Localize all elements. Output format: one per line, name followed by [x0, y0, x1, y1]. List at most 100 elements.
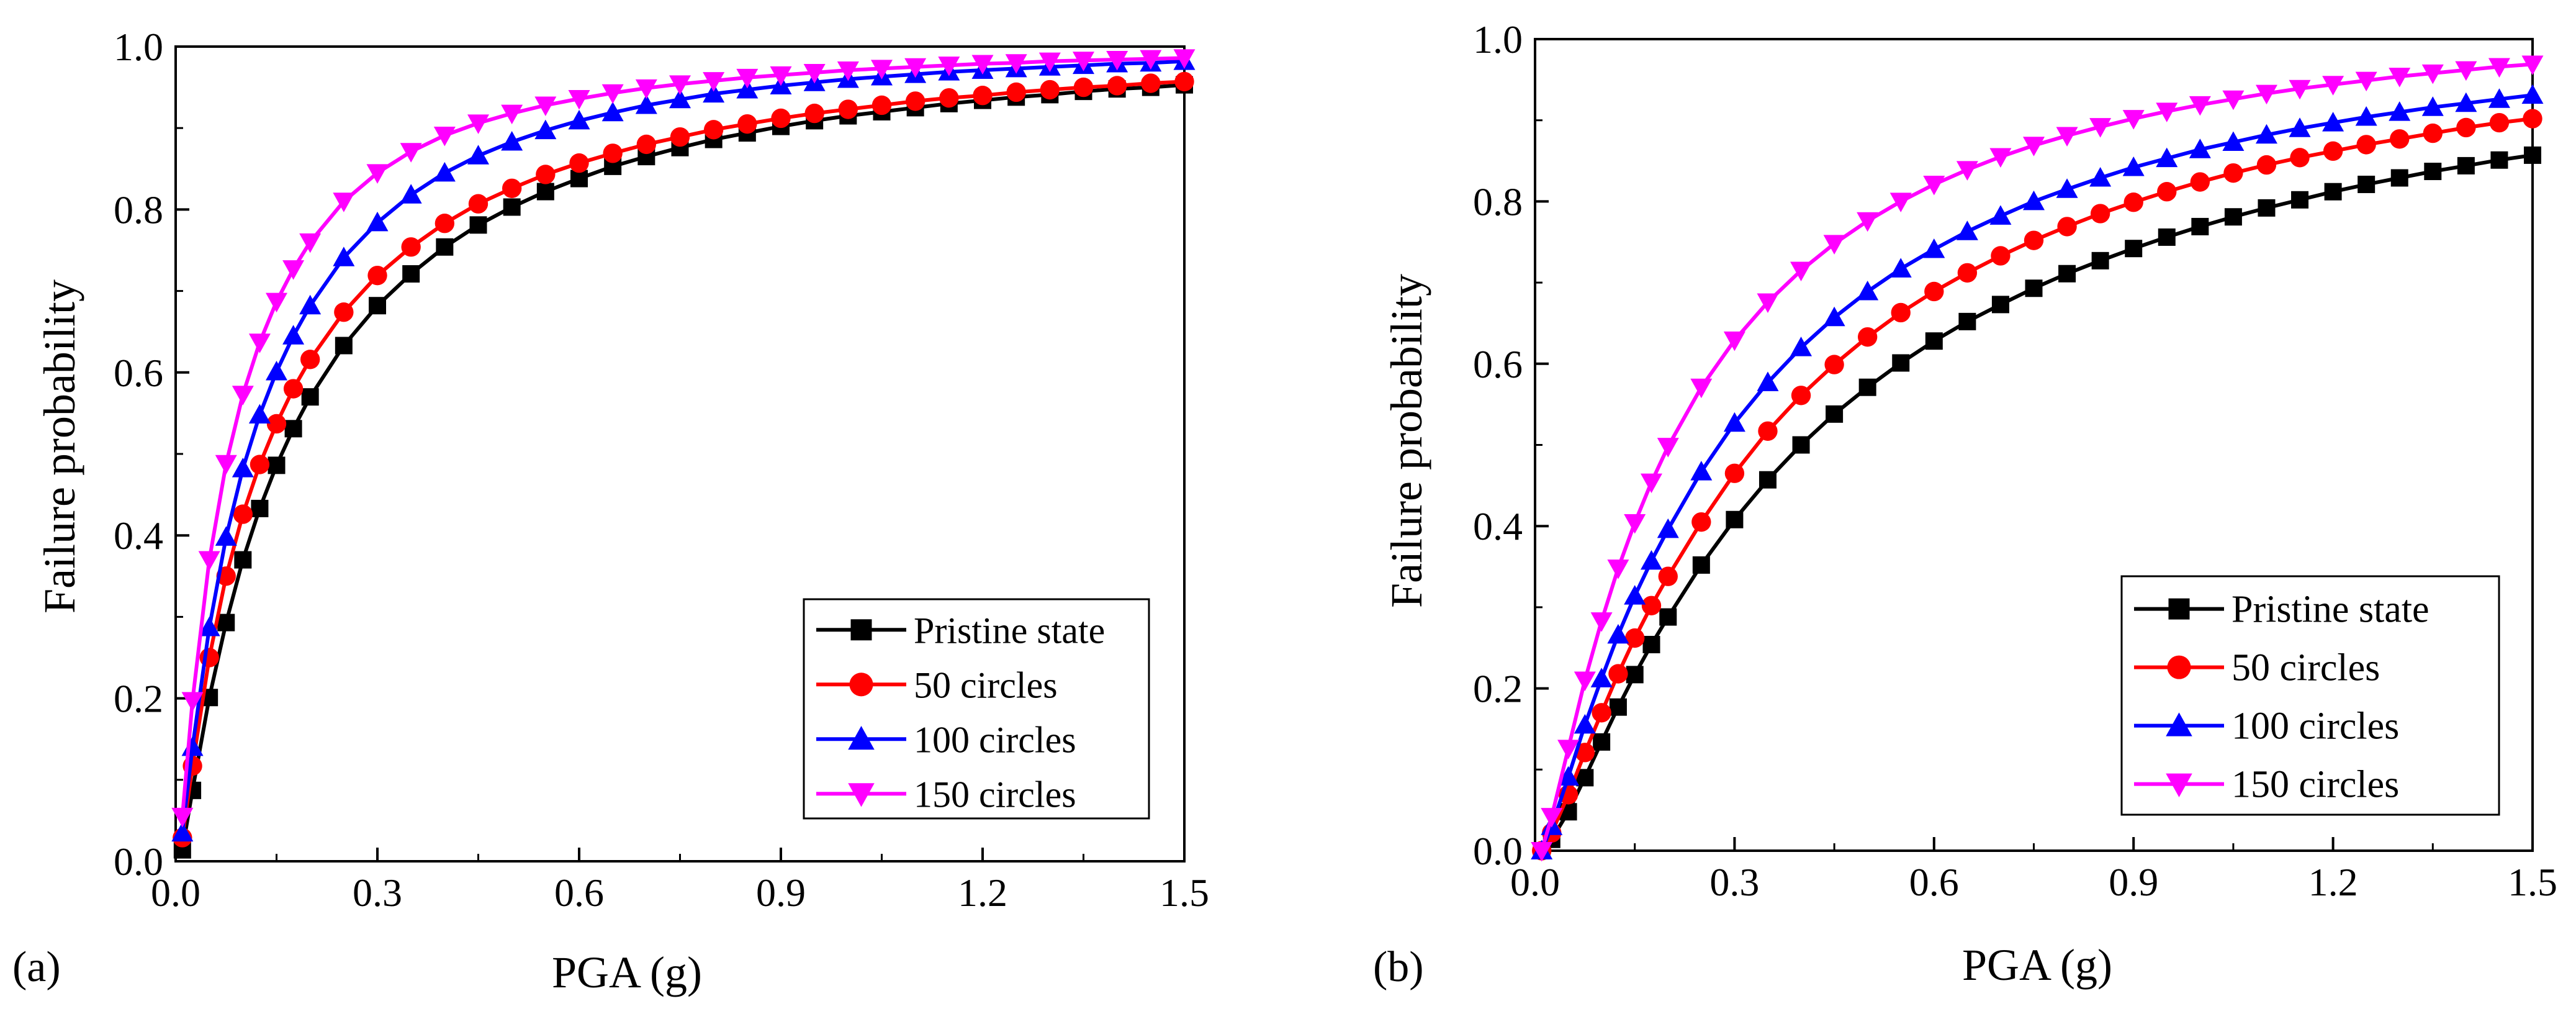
data-point-pristine-state: [284, 420, 302, 438]
data-point-150-circles: [1624, 514, 1646, 534]
data-point-pristine-state: [2291, 191, 2309, 209]
data-point-50-circles: [1575, 743, 1595, 763]
data-point-pristine-state: [2457, 156, 2475, 174]
data-point-50-circles: [2190, 172, 2210, 192]
data-point-150-circles: [1956, 161, 1978, 181]
data-point-50-circles: [1658, 566, 1678, 586]
data-point-150-circles: [2289, 79, 2311, 100]
data-point-100-circles: [198, 616, 220, 636]
data-point-pristine-state: [469, 216, 487, 234]
y-tick-label: 0.6: [114, 351, 163, 395]
data-point-150-circles: [534, 96, 557, 116]
data-point-100-circles: [1690, 461, 1713, 481]
data-point-150-circles: [703, 72, 725, 92]
data-point-150-circles: [938, 57, 960, 76]
data-point-100-circles: [433, 161, 456, 182]
data-point-150-circles: [871, 60, 893, 79]
data-point-100-circles: [1956, 220, 1978, 240]
data-point-150-circles: [2122, 110, 2145, 130]
data-point-100-circles: [282, 325, 305, 345]
data-point-150-circles: [2521, 55, 2544, 76]
data-point-100-circles: [400, 184, 422, 204]
legend-label: Pristine state: [2231, 589, 2430, 631]
data-point-pristine-state: [2490, 151, 2508, 169]
legend-label: 150 circles: [2231, 764, 2399, 806]
data-point-100-circles: [266, 360, 287, 381]
y-tick-label: 0.2: [1473, 667, 1523, 711]
data-point-100-circles: [1757, 371, 1779, 391]
data-point-50-circles: [2256, 155, 2277, 175]
data-point-pristine-state: [436, 238, 454, 256]
data-point-100-circles: [601, 101, 624, 122]
data-point-50-circles: [300, 350, 320, 369]
data-point-pristine-state: [301, 388, 319, 406]
data-point-pristine-state: [402, 265, 420, 283]
data-point-100-circles: [2056, 178, 2078, 198]
data-point-150-circles: [2189, 96, 2211, 116]
x-tick-label: 1.5: [2508, 860, 2557, 904]
legend-marker: [2168, 598, 2190, 620]
data-point-150-circles: [2389, 68, 2411, 88]
data-point-pristine-state: [2390, 169, 2408, 187]
data-point-150-circles: [181, 692, 204, 712]
data-point-pristine-state: [217, 614, 235, 632]
data-point-50-circles: [468, 194, 489, 214]
data-point-50-circles: [1857, 327, 1878, 347]
y-axis-label: Failure probability: [1382, 274, 1431, 608]
legend-label: Pristine state: [914, 610, 1105, 651]
data-point-50-circles: [2090, 204, 2110, 224]
data-point-100-circles: [568, 109, 590, 130]
data-point-150-circles: [736, 68, 759, 89]
data-point-150-circles: [198, 551, 220, 571]
data-point-150-circles: [1005, 54, 1027, 74]
data-point-50-circles: [2223, 163, 2243, 183]
data-point-150-circles: [2455, 61, 2477, 81]
data-point-pristine-state: [268, 456, 286, 474]
data-point-50-circles: [2523, 109, 2542, 129]
data-point-150-circles: [971, 55, 994, 75]
data-point-150-circles: [1857, 212, 1879, 232]
data-point-50-circles: [2423, 123, 2443, 143]
data-point-150-circles: [1657, 438, 1679, 458]
data-point-50-circles: [1641, 596, 1662, 615]
data-point-150-circles: [2421, 64, 2444, 84]
x-tick-label: 0.6: [1909, 860, 1959, 904]
data-point-150-circles: [433, 127, 456, 147]
data-point-pristine-state: [2025, 279, 2043, 297]
y-tick-label: 1.0: [114, 25, 163, 69]
data-point-100-circles: [1640, 550, 1662, 570]
data-point-150-circles: [1889, 192, 1912, 212]
data-point-50-circles: [1691, 512, 1711, 532]
data-point-50-circles: [2456, 117, 2476, 138]
data-point-pristine-state: [2191, 217, 2209, 235]
data-point-150-circles: [1531, 842, 1553, 862]
data-point-pristine-state: [2424, 163, 2442, 181]
legend-label: 50 circles: [914, 664, 1058, 705]
legend-label: 100 circles: [2231, 705, 2399, 748]
data-point-100-circles: [501, 131, 523, 151]
data-point-pristine-state: [2258, 199, 2276, 217]
data-point-100-circles: [171, 822, 194, 842]
data-point-150-circles: [803, 63, 826, 84]
legend-marker: [850, 619, 872, 641]
data-point-100-circles: [2222, 131, 2245, 151]
data-point-100-circles: [333, 247, 355, 266]
data-point-100-circles: [2455, 92, 2477, 112]
x-tick-label: 1.2: [2308, 860, 2358, 904]
data-point-150-circles: [1173, 49, 1196, 69]
data-point-100-circles: [2255, 124, 2277, 144]
data-point-50-circles: [2489, 112, 2510, 133]
data-point-150-circles: [2056, 127, 2078, 147]
data-point-50-circles: [2157, 182, 2177, 202]
data-point-150-circles: [669, 75, 691, 95]
data-point-50-circles: [1174, 71, 1194, 92]
data-point-150-circles: [2255, 84, 2277, 105]
data-point-150-circles: [266, 292, 287, 313]
legend-label: 150 circles: [914, 774, 1076, 815]
data-point-150-circles: [366, 164, 389, 184]
data-point-150-circles: [904, 58, 927, 78]
legend-marker: [848, 783, 875, 807]
x-tick-label: 0.6: [554, 871, 604, 915]
data-point-100-circles: [1857, 280, 1879, 301]
data-point-150-circles: [2089, 118, 2112, 138]
